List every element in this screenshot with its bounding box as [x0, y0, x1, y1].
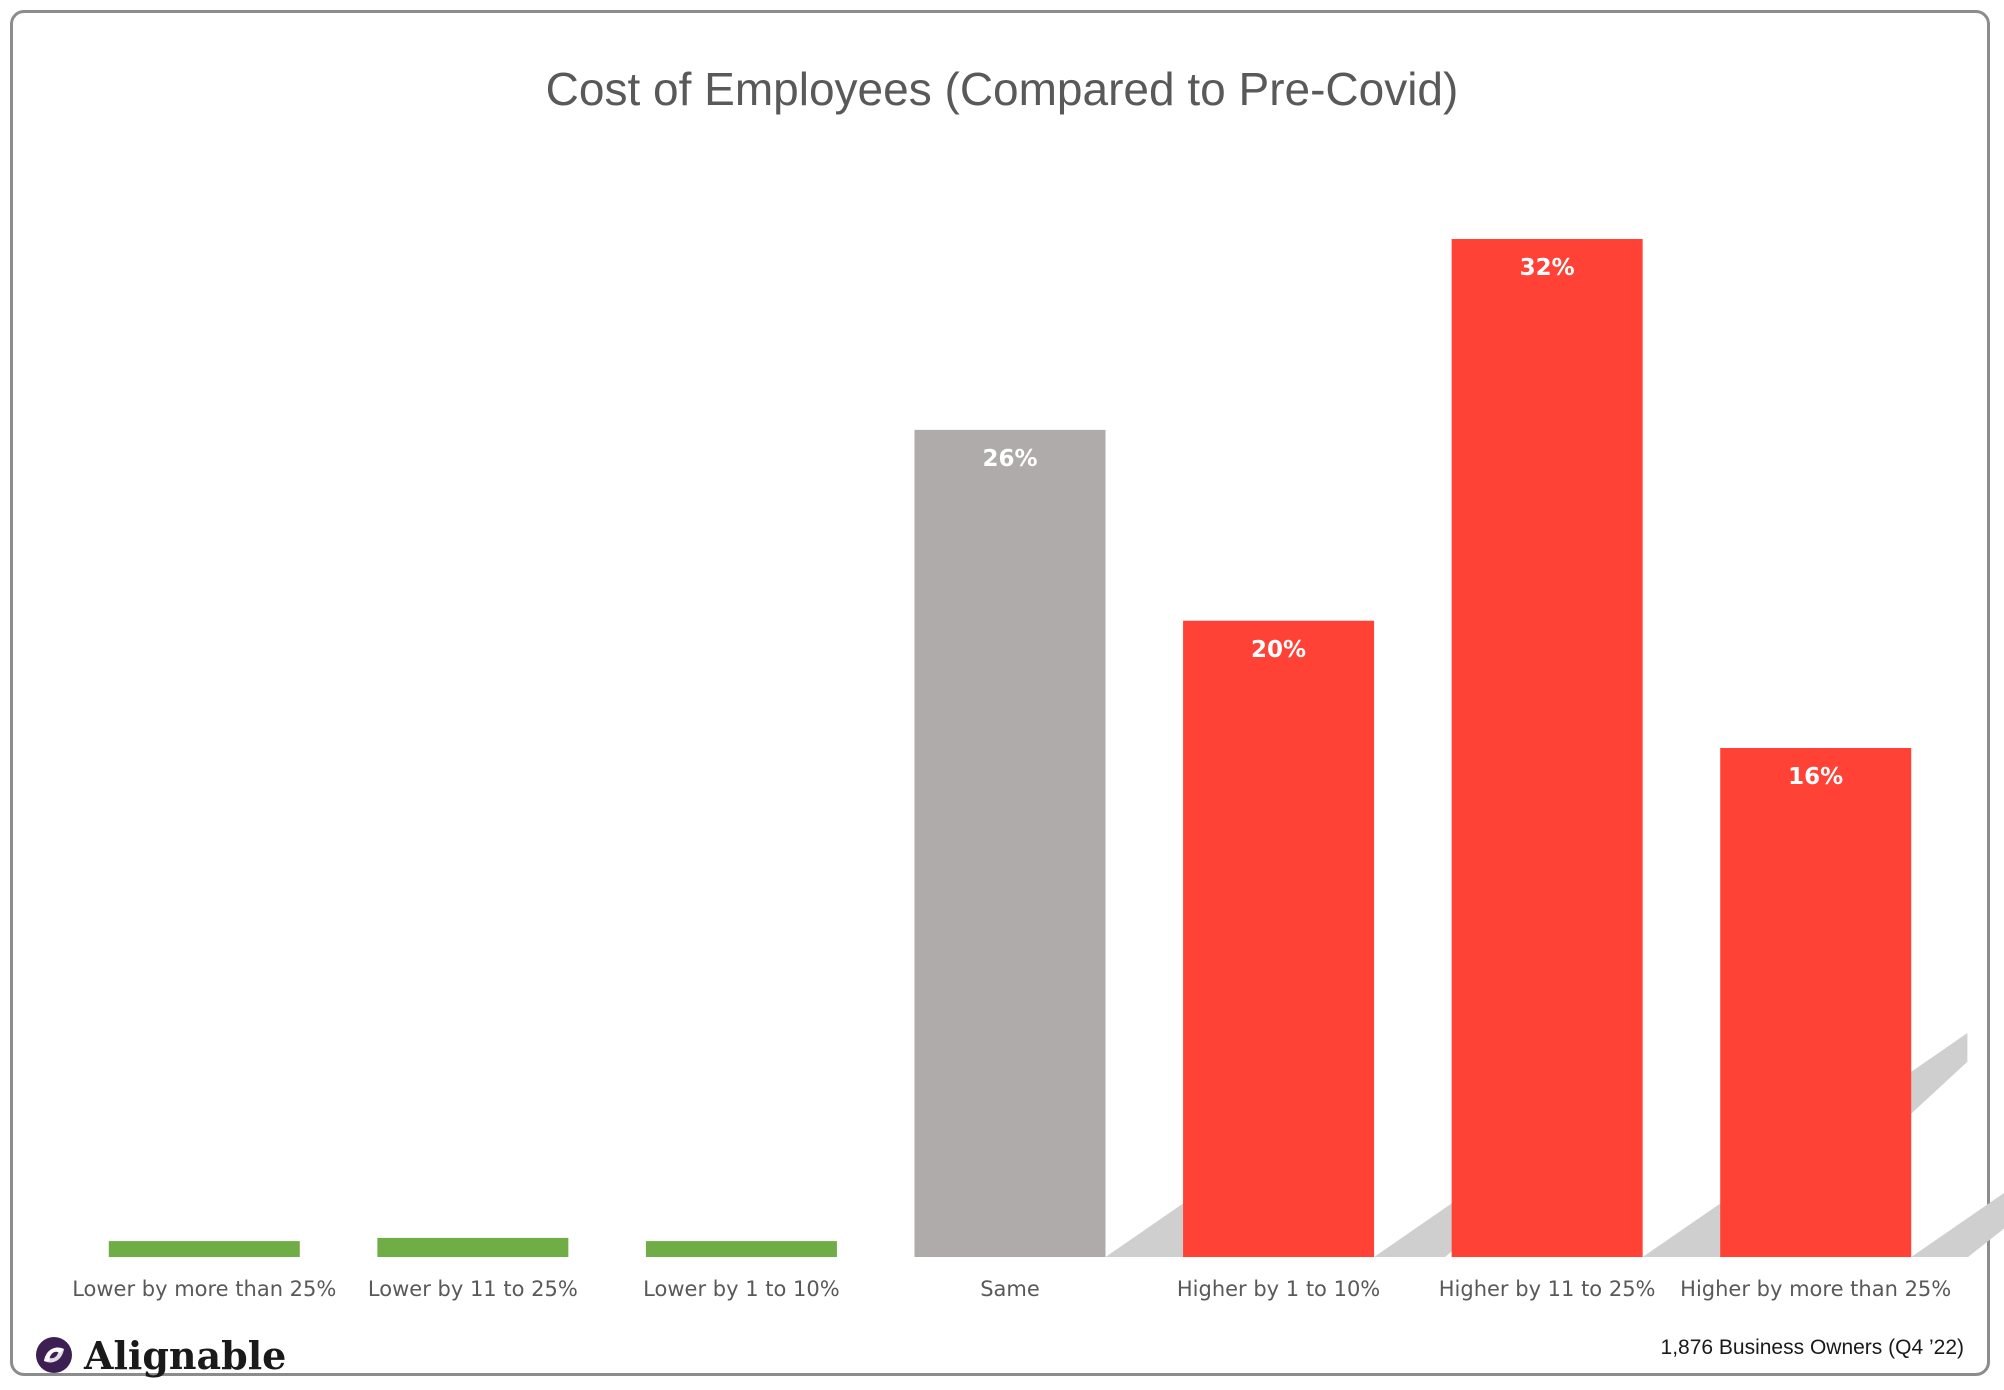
value-labels: 26% 20% 32% 16%	[982, 255, 1843, 790]
category-label-lower-by-more-than-25: Lower by more than 25%	[72, 1277, 336, 1301]
alignable-logo: Alignable	[34, 1330, 286, 1380]
chart-title: Cost of Employees (Compared to Pre-Covid…	[545, 63, 1459, 115]
category-label-lower-by-11-to-25: Lower by 11 to 25%	[368, 1277, 578, 1301]
value-label-higher-by-more-than-25: 16%	[1788, 764, 1843, 790]
alignable-logo-icon	[36, 1337, 72, 1373]
bar-higher-by-1-to-10	[1183, 620, 1375, 1257]
bar-lower-by-11-to-25	[377, 1237, 569, 1257]
bar-shadow-higher-by-more-than-25	[1911, 1193, 2004, 1257]
category-labels: Lower by more than 25% Lower by 11 to 25%…	[72, 1277, 1951, 1301]
logo-text: Alignable	[84, 1332, 287, 1378]
source-note: 1,876 Business Owners (Q4 ’22)	[1660, 1336, 1964, 1359]
bar-lower-by-1-to-10	[645, 1241, 837, 1257]
category-label-higher-by-1-to-10: Higher by 1 to 10%	[1177, 1277, 1380, 1301]
value-label-higher-by-1-to-10: 20%	[1251, 637, 1306, 663]
bars	[108, 239, 1912, 1257]
category-label-same: Same	[980, 1277, 1040, 1301]
category-label-higher-by-more-than-25: Higher by more than 25%	[1680, 1277, 1951, 1301]
bar-higher-by-11-to-25	[1451, 239, 1643, 1257]
category-label-lower-by-1-to-10: Lower by 1 to 10%	[643, 1277, 840, 1301]
value-label-same: 26%	[982, 446, 1037, 472]
bar-same	[914, 429, 1106, 1257]
value-label-higher-by-11-to-25: 32%	[1520, 255, 1575, 281]
category-label-higher-by-11-to-25: Higher by 11 to 25%	[1439, 1277, 1656, 1301]
bar-lower-by-more-than-25	[108, 1241, 300, 1257]
bar-higher-by-more-than-25	[1720, 748, 1912, 1257]
